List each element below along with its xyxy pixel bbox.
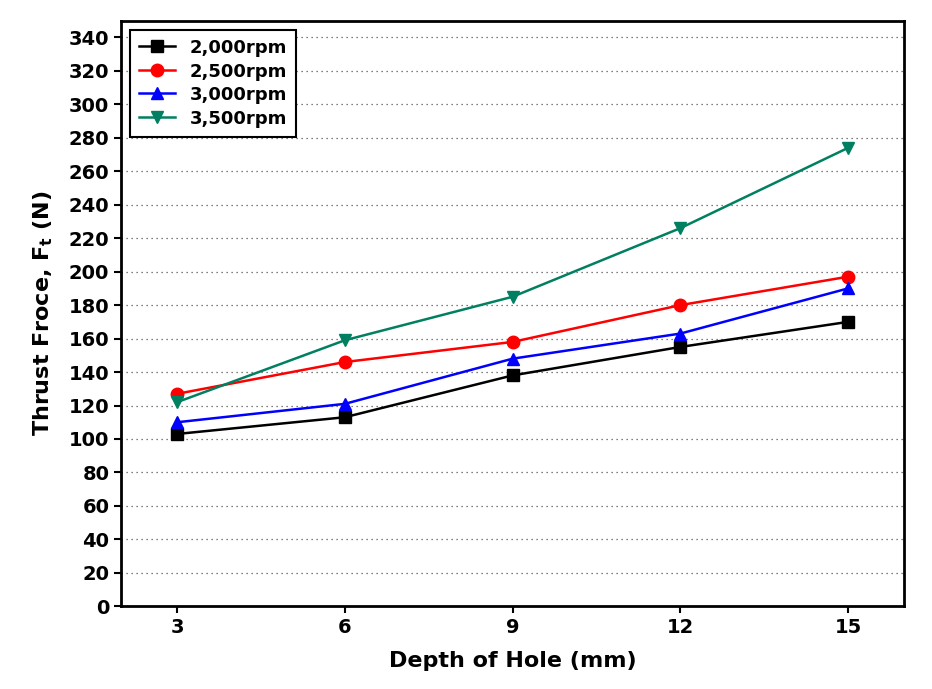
3,500rpm bbox=[843, 144, 854, 152]
2,000rpm bbox=[843, 318, 854, 326]
Line: 3,500rpm: 3,500rpm bbox=[171, 142, 855, 409]
3,500rpm bbox=[339, 336, 350, 344]
2,500rpm bbox=[171, 390, 183, 398]
2,500rpm bbox=[843, 273, 854, 281]
2,500rpm bbox=[339, 358, 350, 366]
Line: 3,000rpm: 3,000rpm bbox=[171, 282, 855, 429]
2,500rpm bbox=[675, 301, 686, 309]
3,000rpm bbox=[507, 355, 518, 363]
3,500rpm bbox=[171, 398, 183, 407]
3,000rpm bbox=[339, 400, 350, 408]
2,000rpm bbox=[171, 430, 183, 438]
3,500rpm bbox=[507, 293, 518, 301]
2,000rpm bbox=[507, 371, 518, 380]
3,000rpm bbox=[675, 329, 686, 338]
2,500rpm bbox=[507, 338, 518, 346]
3,000rpm bbox=[171, 418, 183, 426]
X-axis label: Depth of Hole (mm): Depth of Hole (mm) bbox=[389, 651, 637, 671]
Line: 2,000rpm: 2,000rpm bbox=[171, 316, 855, 440]
2,000rpm bbox=[675, 343, 686, 351]
Y-axis label: Thrust Froce, $\mathbf{F_t}$ (N): Thrust Froce, $\mathbf{F_t}$ (N) bbox=[32, 191, 55, 436]
3,500rpm bbox=[675, 224, 686, 232]
Legend: 2,000rpm, 2,500rpm, 3,000rpm, 3,500rpm: 2,000rpm, 2,500rpm, 3,000rpm, 3,500rpm bbox=[130, 30, 296, 137]
Line: 2,500rpm: 2,500rpm bbox=[171, 271, 855, 400]
3,000rpm bbox=[843, 285, 854, 293]
2,000rpm bbox=[339, 413, 350, 422]
